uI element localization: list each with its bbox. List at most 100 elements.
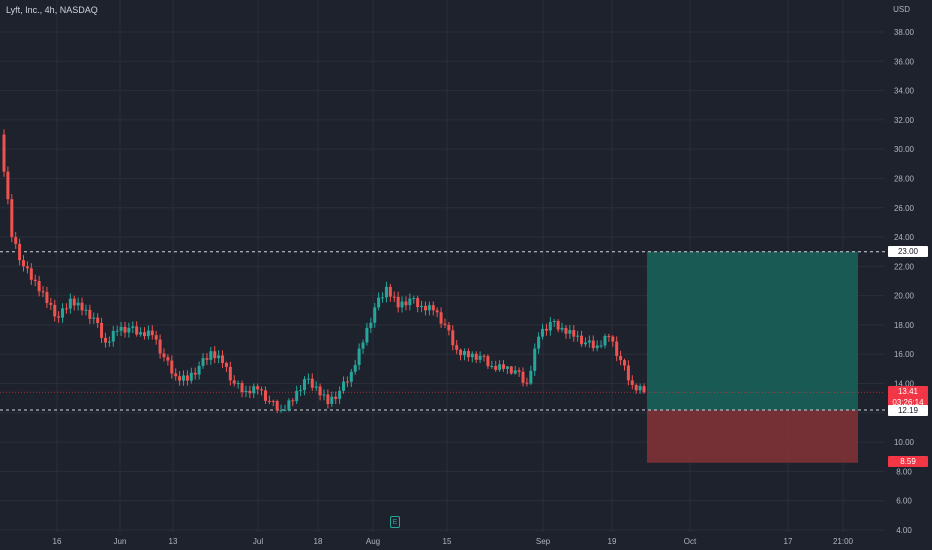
candle-body bbox=[322, 394, 326, 396]
candle-body bbox=[252, 386, 256, 394]
candle-body bbox=[552, 321, 556, 323]
candle-body bbox=[174, 373, 178, 377]
price-tick-label: 36.00 bbox=[894, 57, 915, 66]
candle-body bbox=[334, 396, 338, 399]
stop-loss-zone bbox=[647, 410, 858, 463]
candle-body bbox=[427, 305, 431, 311]
candle-body bbox=[263, 390, 267, 401]
candle-body bbox=[544, 328, 548, 331]
candle-body bbox=[416, 298, 420, 308]
candle-body bbox=[583, 342, 587, 345]
stop-loss-price-tag: 8.59 bbox=[888, 456, 928, 467]
symbol-legend[interactable]: Lyft, Inc., 4h, NASDAQ bbox=[6, 5, 98, 15]
candle-body bbox=[576, 335, 580, 337]
candle-body bbox=[498, 364, 502, 370]
time-tick-label: 15 bbox=[443, 537, 452, 546]
candle-body bbox=[494, 365, 498, 370]
candle-body bbox=[154, 335, 158, 340]
candle-body bbox=[279, 409, 283, 411]
candle-body bbox=[170, 360, 174, 374]
candle-body bbox=[111, 331, 115, 342]
candle-body bbox=[100, 322, 104, 338]
candle-body bbox=[505, 366, 509, 369]
candle-body bbox=[556, 321, 560, 330]
candle-body bbox=[568, 330, 572, 334]
earnings-marker-icon[interactable]: E bbox=[390, 516, 400, 528]
candle-body bbox=[236, 383, 240, 385]
candle-body bbox=[361, 342, 365, 349]
candle-body bbox=[178, 376, 182, 381]
time-tick-label: Jun bbox=[114, 537, 127, 546]
price-tick-label: 34.00 bbox=[894, 87, 915, 96]
candle-body bbox=[513, 370, 517, 374]
candle-body bbox=[521, 371, 525, 383]
price-tick-label: 4.00 bbox=[896, 526, 912, 535]
candle-body bbox=[611, 336, 615, 342]
candle-body bbox=[365, 327, 369, 343]
candle-body bbox=[607, 335, 611, 337]
candle-body bbox=[455, 345, 459, 350]
candle-body bbox=[10, 199, 14, 238]
candle-body bbox=[119, 326, 123, 331]
candle-body bbox=[182, 375, 186, 381]
price-tick-label: 6.00 bbox=[896, 497, 912, 506]
time-tick-label: 13 bbox=[169, 537, 178, 546]
candle-body bbox=[541, 328, 545, 337]
candle-body bbox=[381, 297, 385, 299]
candle-body bbox=[185, 375, 189, 381]
candle-body bbox=[408, 298, 412, 306]
time-tick-label: 18 bbox=[314, 537, 323, 546]
candle-body bbox=[127, 327, 131, 333]
candle-body bbox=[291, 400, 295, 402]
candle-body bbox=[244, 390, 248, 393]
candle-body bbox=[400, 301, 404, 308]
time-tick-label: Jul bbox=[253, 537, 263, 546]
candle-body bbox=[525, 382, 529, 384]
long-position-tool[interactable] bbox=[647, 251, 858, 463]
candle-body bbox=[271, 401, 275, 403]
hline-price-tag-23: 23.00 bbox=[888, 246, 928, 257]
candle-body bbox=[96, 317, 100, 323]
candle-body bbox=[439, 312, 443, 324]
candle-body bbox=[560, 327, 564, 330]
candle-body bbox=[248, 390, 252, 394]
candle-body bbox=[470, 353, 474, 358]
last-price-tag: 13.41 03:26:14 bbox=[888, 386, 928, 408]
time-tick-label: Oct bbox=[684, 537, 697, 546]
time-tick-label: Sep bbox=[536, 537, 551, 546]
time-axis[interactable]: 16 Jun 13 Jul 18 Aug 15 Sep 19 Oct 17 21:00 bbox=[53, 537, 854, 546]
candle-body bbox=[634, 384, 638, 391]
horizontal-lines[interactable] bbox=[0, 251, 885, 411]
price-tick-label: 28.00 bbox=[894, 174, 915, 183]
candle-body bbox=[57, 316, 61, 318]
candle-body bbox=[135, 326, 139, 335]
candle-body bbox=[318, 386, 322, 396]
candle-body bbox=[533, 348, 537, 371]
candle-body bbox=[299, 390, 303, 392]
candle-body bbox=[459, 349, 463, 356]
candles bbox=[2, 129, 646, 413]
candle-body bbox=[638, 386, 642, 391]
price-tick-label: 20.00 bbox=[894, 292, 915, 301]
candle-body bbox=[478, 355, 482, 360]
candle-body bbox=[14, 237, 18, 244]
candle-body bbox=[591, 340, 595, 349]
candle-body bbox=[22, 260, 26, 267]
candle-body bbox=[260, 389, 264, 391]
candle-body bbox=[53, 304, 57, 317]
candle-body bbox=[283, 409, 287, 411]
candle-body bbox=[213, 351, 217, 359]
candle-body bbox=[384, 286, 388, 298]
candle-body bbox=[6, 171, 10, 200]
candle-body bbox=[115, 330, 119, 332]
candle-body bbox=[205, 358, 209, 360]
candle-body bbox=[373, 307, 377, 323]
price-tick-label: 22.00 bbox=[894, 262, 915, 271]
candle-body bbox=[49, 302, 53, 305]
candle-body bbox=[377, 297, 381, 308]
candle-body bbox=[572, 330, 576, 337]
candle-body bbox=[342, 381, 346, 391]
candle-body bbox=[349, 371, 353, 382]
candle-body bbox=[564, 327, 568, 334]
